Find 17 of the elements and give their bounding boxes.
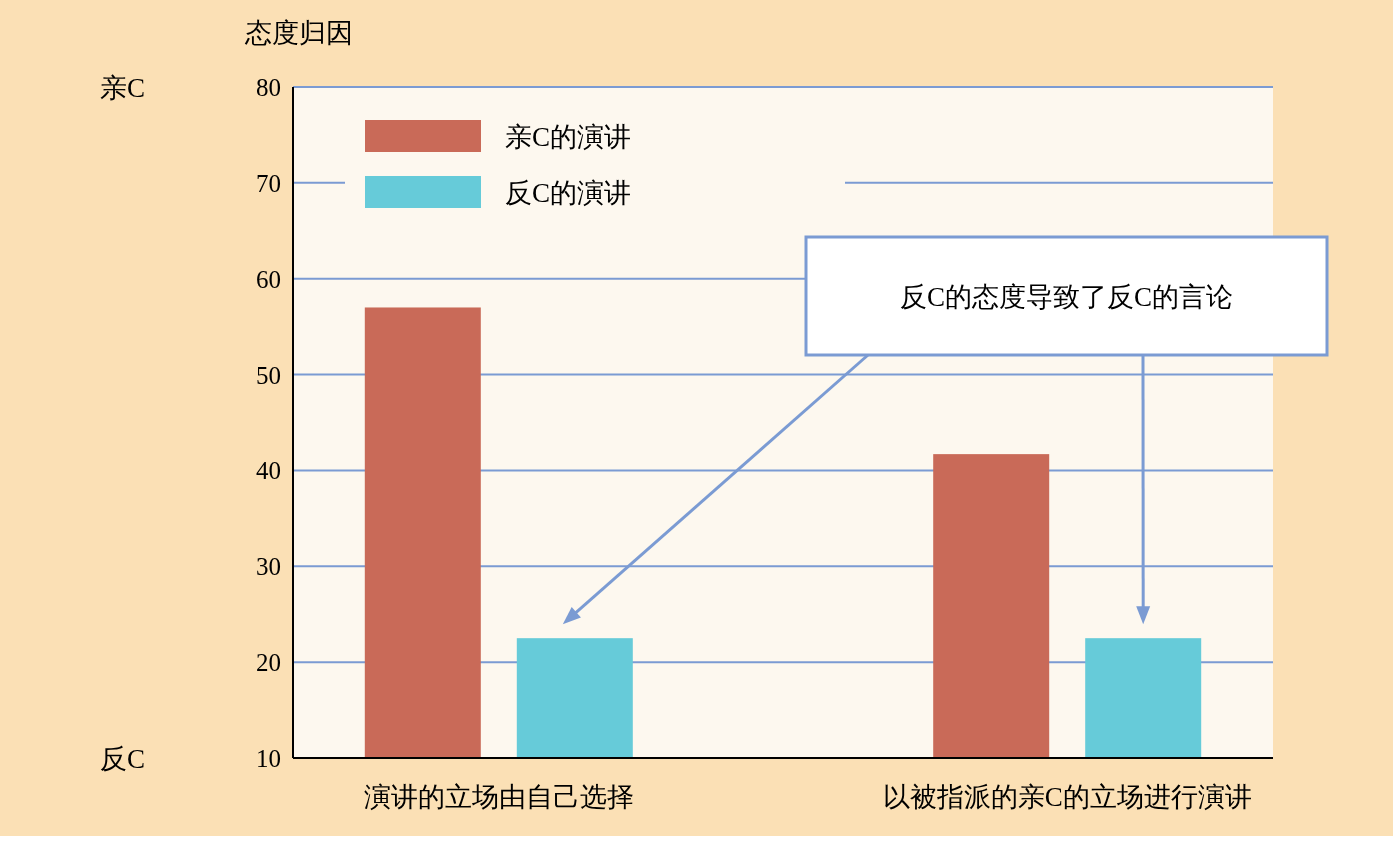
legend-label: 亲C的演讲	[505, 122, 632, 152]
text: 亲C	[100, 73, 146, 103]
y-tick-label: 70	[256, 169, 281, 197]
y-tick-label: 80	[256, 74, 281, 101]
y-tick-label: 30	[256, 553, 281, 581]
text: 反C	[100, 744, 146, 774]
y-tick-label: 10	[256, 745, 281, 772]
y-tick-label: 50	[256, 361, 281, 389]
y-axis-title: 态度归因	[244, 18, 353, 48]
y-tick-label: 20	[256, 649, 281, 677]
callout: 反C的态度导致了反C的言论	[804, 235, 1329, 357]
y-tick-label: 60	[256, 265, 281, 293]
legend-label: 反C的演讲	[505, 178, 632, 208]
x-tick-label: 以被指派的亲C的立场进行演讲	[882, 782, 1252, 812]
annotation: 反C的态度导致了反C的言论	[899, 282, 1234, 312]
x-tick-label: 演讲的立场由自己选择	[363, 782, 634, 812]
y-tick-label: 40	[256, 457, 281, 485]
